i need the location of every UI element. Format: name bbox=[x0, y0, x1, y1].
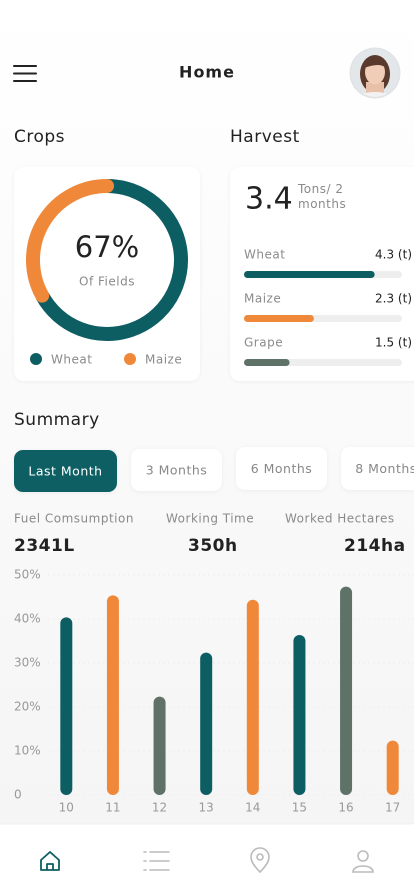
bar bbox=[340, 586, 353, 795]
progress-value: 1.5 (t) bbox=[375, 336, 412, 350]
bar bbox=[293, 635, 306, 795]
progress-label: Maize bbox=[244, 292, 281, 306]
header-title: Home bbox=[179, 63, 235, 82]
bar bbox=[60, 617, 73, 795]
stat-value: 214ha bbox=[344, 536, 406, 556]
progress-bar bbox=[244, 359, 290, 366]
x-tick-label: 10 bbox=[59, 801, 74, 815]
progress-value: 2.3 (t) bbox=[375, 292, 412, 306]
x-tick-label: 15 bbox=[292, 801, 307, 815]
y-tick-label: 0 bbox=[14, 788, 22, 802]
legend-label: Wheat bbox=[51, 353, 92, 367]
bottom-nav bbox=[0, 824, 414, 896]
section-title: Summary bbox=[14, 410, 100, 430]
progress-value: 4.3 (t) bbox=[375, 248, 412, 262]
donut-segment bbox=[26, 179, 114, 303]
x-tick-label: 12 bbox=[152, 801, 167, 815]
tab[interactable] bbox=[236, 447, 327, 490]
bar bbox=[106, 595, 119, 795]
stat-value: 2341L bbox=[14, 536, 75, 556]
nav-list[interactable] bbox=[143, 851, 170, 871]
crops-card bbox=[14, 167, 200, 381]
tab-label[interactable]: 3 Months bbox=[146, 463, 208, 478]
donut-center-label: 67% bbox=[75, 230, 139, 264]
tab-label[interactable]: Last Month bbox=[28, 464, 102, 479]
y-tick-label: 40% bbox=[14, 612, 41, 626]
bar bbox=[200, 652, 213, 795]
stat-label: Working Time bbox=[166, 512, 254, 526]
nav-location[interactable] bbox=[250, 847, 270, 874]
x-tick-label: 16 bbox=[338, 801, 353, 815]
x-tick-label: 13 bbox=[199, 801, 214, 815]
progress-bar bbox=[244, 315, 314, 322]
legend-label: Maize bbox=[145, 353, 182, 367]
x-tick-label: 11 bbox=[105, 801, 120, 815]
y-tick-label: 50% bbox=[14, 568, 41, 582]
y-tick-label: 20% bbox=[14, 700, 41, 714]
tab-label[interactable]: 6 Months bbox=[251, 461, 313, 476]
donut-chart: Wheat Maize bbox=[26, 179, 188, 367]
progress-bar bbox=[244, 271, 375, 278]
harvest-unit-box: Tons/ 2 months bbox=[298, 182, 347, 211]
x-tick-label: 14 bbox=[245, 801, 260, 815]
harvest-total: 3.4 bbox=[245, 182, 293, 217]
donut-caption: Of Fields bbox=[79, 275, 135, 289]
avatar[interactable] bbox=[349, 47, 401, 109]
tabs: Last Month 3 Months 6 Months 8 Months bbox=[14, 447, 414, 492]
stat-label: Worked Hectares bbox=[285, 512, 395, 526]
section-title: Crops bbox=[14, 127, 65, 147]
tab[interactable] bbox=[341, 447, 414, 490]
y-tick-label: 30% bbox=[14, 656, 41, 670]
stat-value: 350h bbox=[188, 536, 238, 556]
harvest-unit: Tons/ 2 months bbox=[298, 182, 347, 211]
tab-label[interactable]: 8 Months bbox=[355, 461, 414, 476]
tab[interactable] bbox=[131, 449, 222, 491]
tab[interactable] bbox=[14, 450, 117, 492]
x-tick-label: 17 bbox=[385, 801, 400, 815]
nav-profile[interactable] bbox=[352, 850, 374, 873]
legend-dot bbox=[124, 353, 136, 365]
bar-chart: 0 10% 20% 30% 40% 50% 10 11 12 13 14 15 16 17 bbox=[14, 568, 414, 815]
progress-label: Grape bbox=[244, 336, 283, 350]
bar bbox=[246, 599, 259, 795]
stat-label: Fuel Comsumption bbox=[14, 512, 134, 526]
progress-label: Wheat bbox=[244, 248, 285, 262]
bar bbox=[153, 696, 166, 795]
section-title: Harvest bbox=[230, 127, 300, 147]
y-tick-label: 10% bbox=[14, 744, 41, 758]
stats: Fuel Comsumption 2341L Working Time 350h Wor… bbox=[14, 512, 406, 557]
donut-segment bbox=[36, 179, 188, 341]
legend-dot bbox=[30, 353, 42, 365]
bar bbox=[386, 740, 399, 795]
harvest-bars: Wheat 4.3 (t) Maize 2.3 (t) Grape 1.5 (t) bbox=[244, 248, 412, 366]
nav-home[interactable] bbox=[40, 851, 60, 871]
menu-button[interactable] bbox=[13, 65, 37, 82]
